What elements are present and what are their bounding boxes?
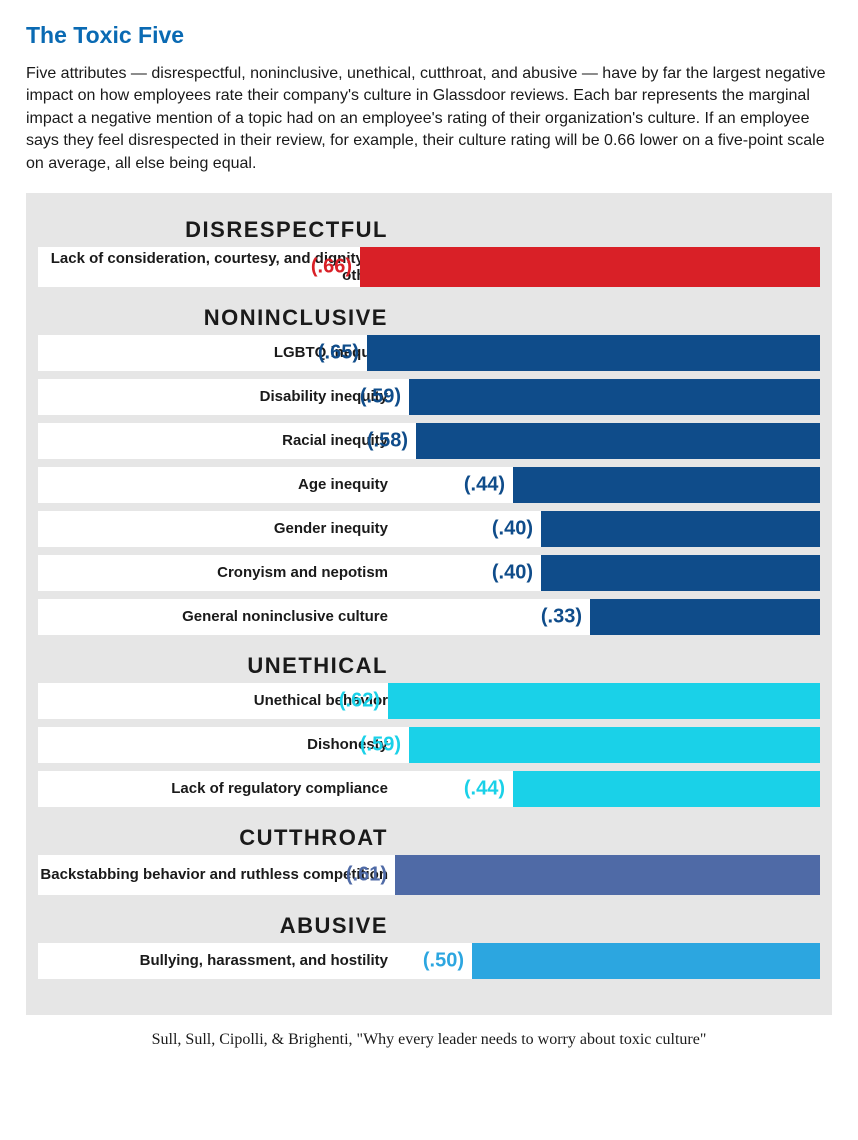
chart-bar-cell: (.44) (398, 771, 820, 807)
figure-container: The Toxic Five Five attributes — disresp… (0, 0, 858, 1067)
chart-row: Gender inequity (.40) (38, 511, 820, 547)
figure-description: Five attributes — disrespectful, nonincl… (26, 63, 832, 175)
chart-bar-value: (.59) (360, 385, 401, 408)
chart-bar-cell: (.33) (398, 599, 820, 635)
chart-bar-value: (.58) (367, 429, 408, 452)
chart-group: CUTTHROATBackstabbing behavior and ruthl… (38, 821, 820, 895)
chart-row: LGBTQ inequity(.65) (38, 335, 820, 371)
figure-title: The Toxic Five (26, 22, 832, 49)
chart-row: Lack of regulatory compliance (.44) (38, 771, 820, 807)
chart-bar-cell: (.61) (398, 855, 820, 895)
chart-group-header: CUTTHROAT (38, 821, 398, 855)
chart-group: ABUSIVEBullying, harassment, and hostili… (38, 909, 820, 979)
chart-bar-value: (.44) (464, 777, 505, 800)
chart-bar-fill (472, 943, 820, 979)
chart-row-label: Dishonesty (38, 727, 398, 763)
chart-row-label: Disability inequity (38, 379, 398, 415)
chart-group: DISRESPECTFULLack of consideration, cour… (38, 213, 820, 287)
chart-bar-fill (590, 599, 820, 635)
chart-bar-fill (395, 855, 820, 895)
chart-group-header: NONINCLUSIVE (38, 301, 398, 335)
chart-row: Lack of consideration, courtesy, and dig… (38, 247, 820, 287)
chart-row-label: Backstabbing behavior and ruthless compe… (38, 855, 398, 895)
chart-bar-cell: (.62) (398, 683, 820, 719)
chart-row-label: General noninclusive culture (38, 599, 398, 635)
chart-row-label: Cronyism and nepotism (38, 555, 398, 591)
chart-group: UNETHICALUnethical behavior(.62) Dishones… (38, 649, 820, 807)
chart-row-label: Gender inequity (38, 511, 398, 547)
chart-bar-cell: (.40) (398, 511, 820, 547)
chart-bar-fill (367, 335, 820, 371)
chart-bar-fill (513, 771, 820, 807)
chart-bar-value: (.65) (318, 341, 359, 364)
chart-bar-cell: (.40) (398, 555, 820, 591)
chart-bar-value: (.40) (492, 561, 533, 584)
chart-group-header: UNETHICAL (38, 649, 398, 683)
chart-bar-fill (409, 379, 820, 415)
chart-row: Bullying, harassment, and hostility (.50) (38, 943, 820, 979)
chart-group-header: ABUSIVE (38, 909, 398, 943)
chart-bar-value: (.44) (464, 473, 505, 496)
chart-row: General noninclusive culture (.33) (38, 599, 820, 635)
chart-group: NONINCLUSIVELGBTQ inequity(.65) Disabilit… (38, 301, 820, 635)
chart-bar-value: (.33) (541, 605, 582, 628)
chart-row: Dishonesty(.59) (38, 727, 820, 763)
chart-bar-cell: (.50) (398, 943, 820, 979)
chart-row: Disability inequity(.59) (38, 379, 820, 415)
chart-bar-cell: (.44) (398, 467, 820, 503)
figure-credit: Sull, Sull, Cipolli, & Brighenti, "Why e… (26, 1031, 832, 1049)
bar-chart: DISRESPECTFULLack of consideration, cour… (26, 193, 832, 1015)
chart-bar-fill (360, 247, 820, 287)
chart-bar-fill (541, 555, 820, 591)
chart-row: Backstabbing behavior and ruthless compe… (38, 855, 820, 895)
chart-bar-fill (388, 683, 820, 719)
chart-row-label: Lack of regulatory compliance (38, 771, 398, 807)
chart-row: Age inequity (.44) (38, 467, 820, 503)
chart-bar-cell: (.65) (398, 335, 820, 371)
chart-bar-value: (.66) (311, 255, 352, 278)
chart-row-label: Age inequity (38, 467, 398, 503)
chart-bar-value: (.40) (492, 517, 533, 540)
chart-bar-fill (541, 511, 820, 547)
chart-bar-cell: (.66) (398, 247, 820, 287)
chart-bar-value: (.61) (346, 863, 387, 886)
chart-bar-value: (.50) (423, 949, 464, 972)
chart-bar-fill (409, 727, 820, 763)
chart-row: Cronyism and nepotism (.40) (38, 555, 820, 591)
chart-row: Unethical behavior(.62) (38, 683, 820, 719)
chart-bar-cell: (.59) (398, 727, 820, 763)
chart-bar-value: (.59) (360, 733, 401, 756)
chart-row: Racial inequity(.58) (38, 423, 820, 459)
chart-row-label: Racial inequity (38, 423, 398, 459)
chart-group-header: DISRESPECTFUL (38, 213, 398, 247)
chart-bar-value: (.62) (339, 689, 380, 712)
chart-bar-cell: (.59) (398, 379, 820, 415)
chart-bar-fill (416, 423, 820, 459)
chart-row-label: Bullying, harassment, and hostility (38, 943, 398, 979)
chart-bar-fill (513, 467, 820, 503)
chart-bar-cell: (.58) (398, 423, 820, 459)
